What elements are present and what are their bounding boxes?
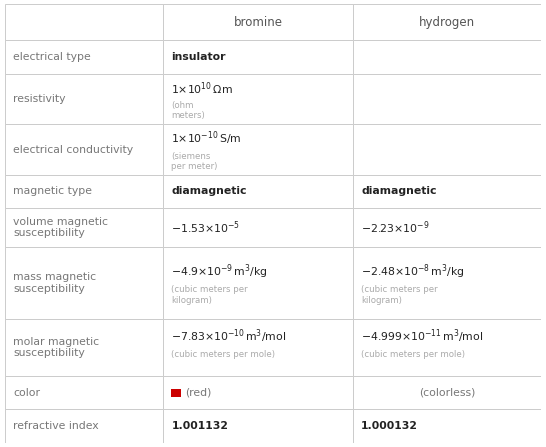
Text: $1{\times}10^{10}\,\Omega\mathrm{m}$: $1{\times}10^{10}\,\Omega\mathrm{m}$ bbox=[171, 80, 233, 97]
Text: (colorless): (colorless) bbox=[419, 388, 475, 398]
Bar bbox=[353, 124, 541, 175]
Bar bbox=[171, 389, 181, 397]
Bar bbox=[5, 4, 163, 40]
Text: (cubic meters per mole): (cubic meters per mole) bbox=[361, 350, 465, 358]
Bar bbox=[353, 319, 541, 376]
Bar bbox=[353, 4, 541, 40]
Bar bbox=[5, 74, 163, 124]
Text: 1.001132: 1.001132 bbox=[171, 421, 228, 431]
Text: molar magnetic
susceptibility: molar magnetic susceptibility bbox=[14, 337, 99, 358]
Bar bbox=[5, 175, 163, 208]
Bar bbox=[163, 319, 353, 376]
Bar bbox=[353, 40, 541, 74]
Bar bbox=[353, 175, 541, 208]
Text: $-7.83{\times}10^{-10}\,\mathrm{m^3/mol}$: $-7.83{\times}10^{-10}\,\mathrm{m^3/mol}… bbox=[171, 328, 287, 345]
Bar bbox=[163, 247, 353, 319]
Text: electrical conductivity: electrical conductivity bbox=[14, 144, 134, 155]
Bar bbox=[5, 40, 163, 74]
Bar bbox=[353, 74, 541, 124]
Text: bromine: bromine bbox=[234, 16, 283, 29]
Bar bbox=[163, 175, 353, 208]
Bar bbox=[163, 74, 353, 124]
Bar bbox=[5, 247, 163, 319]
Bar bbox=[163, 409, 353, 443]
Text: resistivity: resistivity bbox=[14, 94, 66, 104]
Text: $-1.53{\times}10^{-5}$: $-1.53{\times}10^{-5}$ bbox=[171, 219, 240, 236]
Bar bbox=[5, 376, 163, 409]
Text: diamagnetic: diamagnetic bbox=[171, 186, 247, 197]
Text: color: color bbox=[14, 388, 40, 398]
Text: (ohm
meters): (ohm meters) bbox=[171, 101, 205, 121]
Text: electrical type: electrical type bbox=[14, 52, 91, 62]
Bar bbox=[163, 40, 353, 74]
Bar bbox=[353, 376, 541, 409]
Text: insulator: insulator bbox=[171, 52, 226, 62]
Bar bbox=[163, 376, 353, 409]
Text: 1.000132: 1.000132 bbox=[361, 421, 418, 431]
Bar bbox=[353, 247, 541, 319]
Bar bbox=[163, 208, 353, 247]
Bar bbox=[163, 124, 353, 175]
Text: diamagnetic: diamagnetic bbox=[361, 186, 437, 197]
Text: (cubic meters per
kilogram): (cubic meters per kilogram) bbox=[171, 285, 248, 304]
Text: $-4.999{\times}10^{-11}\,\mathrm{m^3/mol}$: $-4.999{\times}10^{-11}\,\mathrm{m^3/mol… bbox=[361, 328, 484, 345]
Text: $-2.48{\times}10^{-8}\,\mathrm{m^3/kg}$: $-2.48{\times}10^{-8}\,\mathrm{m^3/kg}$ bbox=[361, 262, 465, 281]
Text: $-2.23{\times}10^{-9}$: $-2.23{\times}10^{-9}$ bbox=[361, 219, 430, 236]
Text: magnetic type: magnetic type bbox=[14, 186, 92, 197]
Bar bbox=[5, 208, 163, 247]
Bar bbox=[353, 409, 541, 443]
Text: refractive index: refractive index bbox=[14, 421, 99, 431]
Text: hydrogen: hydrogen bbox=[419, 16, 475, 29]
Bar bbox=[5, 124, 163, 175]
Text: $1{\times}10^{-10}\,\mathrm{S/m}$: $1{\times}10^{-10}\,\mathrm{S/m}$ bbox=[171, 130, 242, 148]
Text: (cubic meters per mole): (cubic meters per mole) bbox=[171, 350, 275, 358]
Bar bbox=[163, 4, 353, 40]
Text: volume magnetic
susceptibility: volume magnetic susceptibility bbox=[14, 217, 109, 238]
Text: (red): (red) bbox=[185, 388, 212, 398]
Text: (siemens
per meter): (siemens per meter) bbox=[171, 152, 218, 171]
Bar bbox=[5, 319, 163, 376]
Bar bbox=[5, 409, 163, 443]
Text: $-4.9{\times}10^{-9}\,\mathrm{m^3/kg}$: $-4.9{\times}10^{-9}\,\mathrm{m^3/kg}$ bbox=[171, 262, 268, 281]
Text: (cubic meters per
kilogram): (cubic meters per kilogram) bbox=[361, 285, 438, 304]
Text: mass magnetic
susceptibility: mass magnetic susceptibility bbox=[14, 272, 97, 294]
Bar bbox=[353, 208, 541, 247]
